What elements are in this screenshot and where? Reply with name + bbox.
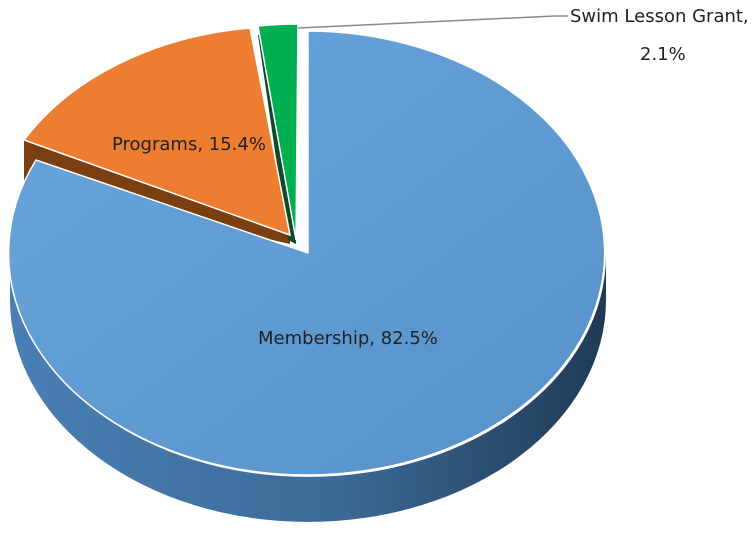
swim-grant-slice	[257, 23, 299, 241]
programs-data-label: Programs, 15.4%	[112, 134, 266, 155]
membership-slice-side	[10, 255, 606, 522]
membership-slice	[7, 30, 606, 476]
swim-grant-data-label-line1: Swim Lesson Grant,	[570, 6, 749, 27]
swim-grant-data-label-line2: 2.1%	[640, 44, 686, 65]
programs-slice	[22, 27, 291, 237]
membership-data-label: Membership, 82.5%	[258, 328, 438, 349]
swim-grant-leader-line	[297, 15, 568, 29]
programs-slice-side	[24, 140, 290, 244]
